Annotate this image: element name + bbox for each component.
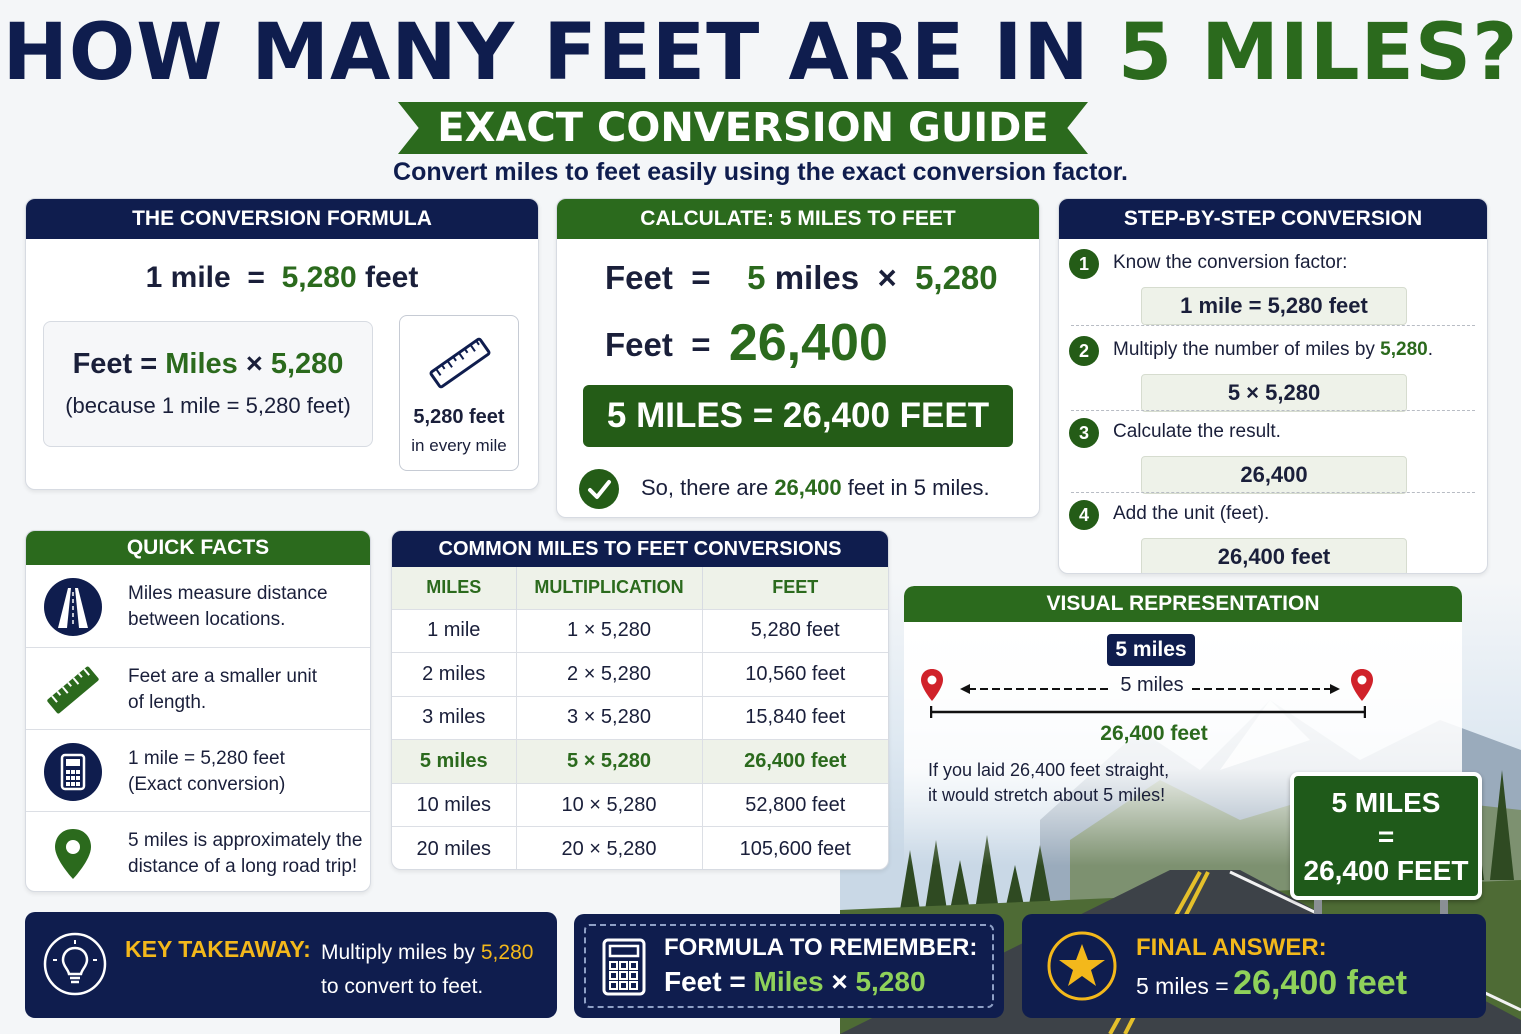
table-row: 2 miles 2 × 5,280 10,560 feet xyxy=(392,652,888,697)
ruler-icon xyxy=(47,666,99,714)
table-header-row: MILES MULTIPLICATION FEET xyxy=(392,567,888,609)
formula-reminder-equation: Feet = Miles × 5,280 xyxy=(664,966,926,997)
column-header-miles: MILES xyxy=(392,567,517,609)
final-answer-title: FINAL ANSWER: xyxy=(1136,934,1327,961)
quick-fact-item: Miles measure distance between locations… xyxy=(26,565,370,647)
calculator-icon xyxy=(44,743,102,801)
table-row-highlighted: 5 miles 5 × 5,280 26,400 feet xyxy=(392,739,888,784)
calc-row-1: Feet = 5 miles × 5,280 xyxy=(605,259,998,296)
step-divider xyxy=(1071,492,1475,493)
formula-equation: Feet = Miles × 5,280 xyxy=(72,348,344,380)
calculate-panel: CALCULATE: 5 MILES TO FEET Feet = 5 mile… xyxy=(556,198,1040,518)
calculator-icon xyxy=(602,938,646,996)
conversion-table: MILES MULTIPLICATION FEET 1 mile 1 × 5,28… xyxy=(392,567,888,869)
ruler-caption-1: 5,280 feet xyxy=(413,406,505,428)
conversion-table-heading: COMMON MILES TO FEET CONVERSIONS xyxy=(392,531,888,567)
table-row: 3 miles 3 × 5,280 15,840 feet xyxy=(392,695,888,740)
ruler-icon xyxy=(429,337,491,389)
calc-result-banner: 5 MILES = 26,400 FEET xyxy=(583,385,1013,447)
formula-note: (because 1 mile = 5,280 feet) xyxy=(65,393,351,418)
step-divider xyxy=(1071,410,1475,411)
map-pin-icon xyxy=(1351,669,1373,701)
visual-representation-heading: VISUAL REPRESENTATION xyxy=(904,586,1462,622)
lightbulb-icon xyxy=(43,932,107,996)
table-row: 1 mile 1 × 5,280 5,280 feet xyxy=(392,608,888,653)
title-highlight: 5 MILES? xyxy=(1117,8,1519,98)
title-prefix: HOW MANY FEET ARE IN xyxy=(2,8,1118,98)
subtitle-ribbon: EXACT CONVERSION GUIDE xyxy=(398,102,1088,154)
formula-panel-heading: THE CONVERSION FORMULA xyxy=(26,199,538,239)
calculate-panel-heading: CALCULATE: 5 MILES TO FEET xyxy=(557,199,1039,239)
miles-pill: 5 miles xyxy=(1107,634,1195,666)
column-header-feet: FEET xyxy=(702,567,888,609)
step-divider xyxy=(1071,325,1475,326)
formula-panel: THE CONVERSION FORMULA 1 mile = 5,280 fe… xyxy=(25,198,539,490)
final-answer-bar: FINAL ANSWER: 5 miles = 26,400 feet xyxy=(1022,914,1486,1018)
takeaway-text: Multiply miles by 5,280 to convert to fe… xyxy=(321,941,534,998)
quick-facts-heading: QUICK FACTS xyxy=(26,531,370,565)
key-takeaway-bar: KEY TAKEAWAY: Multiply miles by 5,280 to… xyxy=(25,912,557,1018)
road-sign-post xyxy=(1440,900,1448,914)
one-mile-equation: 1 mile = 5,280 feet xyxy=(145,261,419,294)
quick-fact-item: 1 mile = 5,280 feet (Exact conversion) xyxy=(26,729,370,811)
ruler-caption-2: in every mile xyxy=(411,436,507,455)
formula-box: Feet = Miles × 5,280 (because 1 mile = 5… xyxy=(43,321,373,447)
steps-panel: STEP-BY-STEP CONVERSION 1 Know the conve… xyxy=(1058,198,1488,574)
formula-reminder-bar: FORMULA TO REMEMBER: Feet = Miles × 5,28… xyxy=(574,914,1004,1018)
ruler-card: 5,280 feet in every mile xyxy=(399,315,519,471)
calc-summary: So, there are 26,400 feet in 5 miles. xyxy=(641,475,990,500)
map-pin-icon xyxy=(921,669,943,701)
arrow-label: 5 miles xyxy=(1120,674,1184,696)
calc-row-2: Feet = 26,400 xyxy=(605,314,888,372)
road-sign: 5 MILES = 26,400 FEET xyxy=(1290,772,1482,900)
road-icon xyxy=(44,578,102,636)
page-title: HOW MANY FEET ARE IN 5 MILES? xyxy=(0,8,1521,98)
conversion-table-panel: COMMON MILES TO FEET CONVERSIONS MILES M… xyxy=(391,530,889,870)
map-pin-icon xyxy=(55,829,91,879)
subtitle: Convert miles to feet easily using the e… xyxy=(393,158,1128,186)
star-icon xyxy=(1047,931,1117,1001)
distance-line xyxy=(930,706,1366,718)
table-row: 20 miles 20 × 5,280 105,600 feet xyxy=(392,826,888,869)
visual-caption: If you laid 26,400 feet straight, it wou… xyxy=(928,760,1170,805)
steps-panel-heading: STEP-BY-STEP CONVERSION xyxy=(1059,199,1487,239)
quick-facts-panel: QUICK FACTS Miles measure distance betwe… xyxy=(25,530,371,892)
checkmark-icon xyxy=(579,469,619,509)
final-answer-value: 5 miles = 26,400 feet xyxy=(1136,964,1408,1002)
column-header-multiplication: MULTIPLICATION xyxy=(516,567,703,609)
takeaway-title: KEY TAKEAWAY: xyxy=(125,936,311,962)
feet-label: 26,400 feet xyxy=(1100,722,1208,745)
road-sign-post xyxy=(1314,900,1322,914)
distance-arrow xyxy=(960,684,1340,694)
formula-reminder-title: FORMULA TO REMEMBER: xyxy=(664,934,978,961)
quick-fact-item: 5 miles is approximately the distance of… xyxy=(26,811,370,891)
quick-fact-item: Feet are a smaller unit of length. xyxy=(26,647,370,729)
table-row: 10 miles 10 × 5,280 52,800 feet xyxy=(392,782,888,827)
formula-reminder-border xyxy=(584,924,994,1008)
